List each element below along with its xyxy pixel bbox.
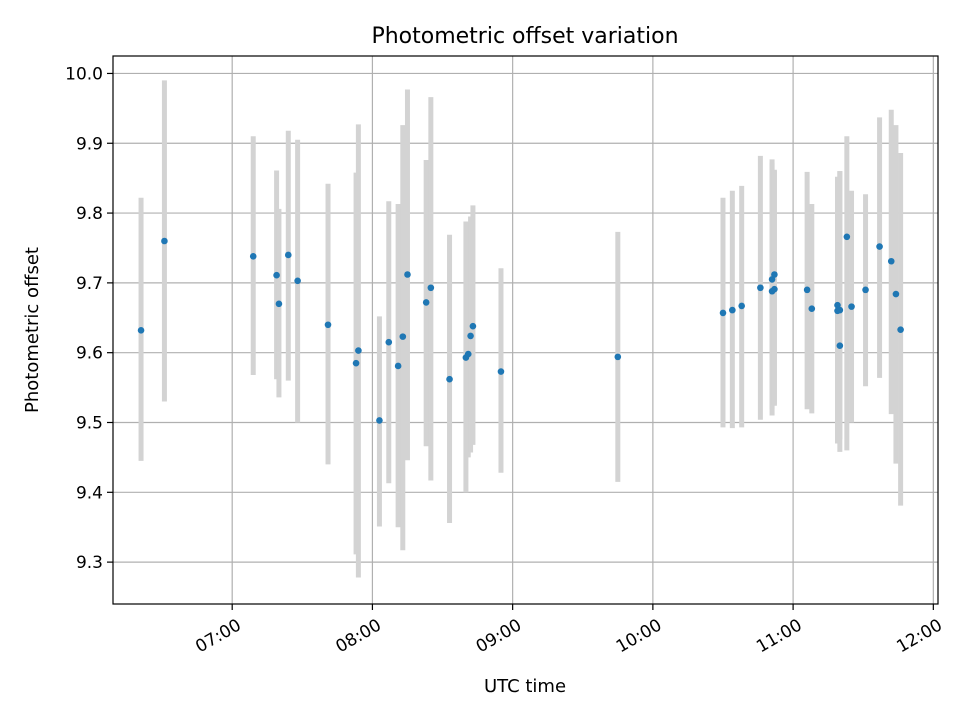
data-point bbox=[422, 299, 430, 306]
data-point bbox=[464, 350, 472, 358]
data-point bbox=[394, 362, 402, 370]
y-tick-label: 9.7 bbox=[76, 274, 103, 294]
y-tick-label: 9.5 bbox=[76, 413, 103, 433]
y-tick-label: 10.0 bbox=[65, 64, 103, 84]
data-point bbox=[275, 300, 283, 308]
data-point bbox=[843, 233, 851, 241]
y-axis-ticks: 9.3 9.4 9.5 9.6 9.7 9.8 9.9 10.0 bbox=[65, 64, 113, 573]
data-point bbox=[355, 347, 362, 354]
data-point bbox=[897, 326, 904, 333]
data-point bbox=[385, 338, 393, 346]
data-point bbox=[137, 327, 145, 334]
y-axis-label: Photometric offset bbox=[22, 247, 43, 413]
data-point bbox=[427, 284, 435, 292]
y-tick-label: 9.3 bbox=[76, 553, 103, 573]
data-point bbox=[614, 353, 622, 361]
data-points bbox=[137, 233, 904, 424]
data-point bbox=[284, 251, 292, 259]
data-point bbox=[352, 359, 360, 367]
data-point bbox=[892, 290, 900, 298]
data-point bbox=[808, 305, 816, 313]
data-point bbox=[399, 333, 407, 340]
data-point bbox=[376, 417, 383, 424]
data-point bbox=[324, 321, 332, 329]
data-point bbox=[836, 306, 844, 314]
data-point bbox=[294, 277, 301, 285]
data-point bbox=[771, 271, 778, 278]
data-point bbox=[836, 342, 844, 350]
data-point bbox=[497, 368, 505, 375]
data-point bbox=[862, 286, 869, 294]
data-point bbox=[467, 332, 474, 340]
grid-lines bbox=[113, 56, 938, 604]
data-point bbox=[161, 237, 168, 245]
data-point bbox=[803, 286, 811, 294]
data-point bbox=[719, 309, 727, 317]
y-tick-label: 9.6 bbox=[76, 344, 103, 364]
data-point bbox=[771, 285, 778, 293]
data-point bbox=[469, 322, 477, 330]
data-point bbox=[729, 306, 736, 314]
y-tick-label: 9.8 bbox=[76, 204, 103, 224]
y-tick-label: 9.4 bbox=[76, 483, 103, 503]
data-point bbox=[834, 301, 841, 309]
x-axis-label: UTC time bbox=[484, 676, 566, 697]
data-point bbox=[273, 271, 280, 279]
data-point bbox=[757, 284, 764, 292]
chart-title: Photometric offset variation bbox=[371, 24, 678, 49]
data-point bbox=[446, 375, 453, 383]
data-point bbox=[404, 271, 411, 278]
y-tick-label: 9.9 bbox=[76, 134, 103, 154]
data-point bbox=[848, 303, 855, 310]
plot-frame bbox=[112, 55, 939, 605]
data-point bbox=[768, 276, 776, 283]
data-point bbox=[887, 257, 895, 265]
data-point bbox=[738, 302, 745, 310]
data-point bbox=[249, 253, 257, 260]
data-point bbox=[876, 243, 883, 250]
